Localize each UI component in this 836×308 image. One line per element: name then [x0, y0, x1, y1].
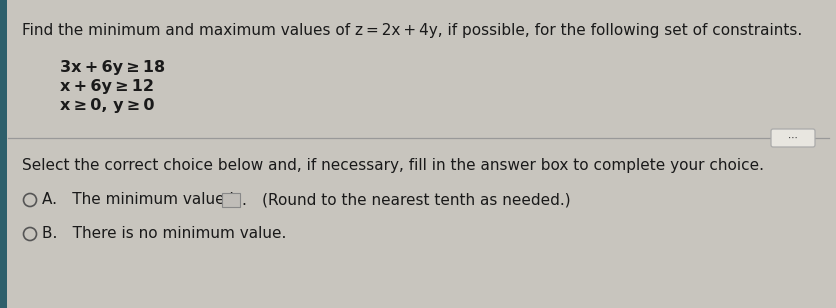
Text: Select the correct choice below and, if necessary, fill in the answer box to com: Select the correct choice below and, if …	[22, 158, 763, 173]
FancyBboxPatch shape	[770, 129, 814, 147]
Text: x ≥ 0, y ≥ 0: x ≥ 0, y ≥ 0	[60, 98, 155, 113]
Text: A. The minimum value is: A. The minimum value is	[42, 192, 242, 208]
Text: B. There is no minimum value.: B. There is no minimum value.	[42, 226, 286, 241]
Text: Find the minimum and maximum values of z = 2x + 4y, if possible, for the followi: Find the minimum and maximum values of z…	[22, 23, 801, 38]
Text: x + 6y ≥ 12: x + 6y ≥ 12	[60, 79, 154, 94]
Bar	[0, 0, 7, 308]
Text: ⋯: ⋯	[788, 133, 797, 143]
Text: . (Round to the nearest tenth as needed.): . (Round to the nearest tenth as needed.…	[242, 192, 570, 208]
Text: 3x + 6y ≥ 18: 3x + 6y ≥ 18	[60, 60, 165, 75]
FancyBboxPatch shape	[222, 193, 240, 207]
